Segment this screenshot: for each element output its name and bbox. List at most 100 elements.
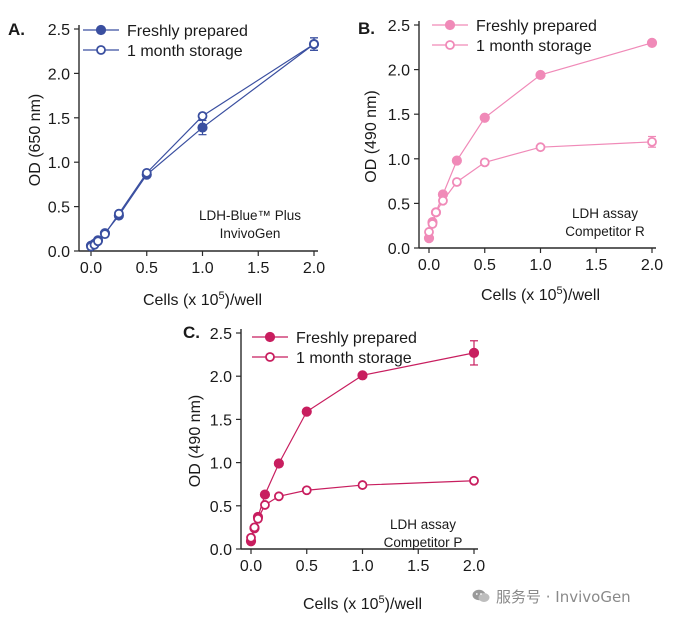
x-tick-label: 0.0 <box>240 558 262 575</box>
y-tick-label: 2.5 <box>388 18 410 35</box>
x-tick-label: 2.0 <box>303 260 325 277</box>
data-point-one-month-storage <box>451 177 462 187</box>
x-axis-label-tail: )/well <box>563 287 600 304</box>
legend-label: 1 month storage <box>296 350 412 367</box>
legend-marker <box>444 19 456 31</box>
data-point-freshly-prepared <box>535 69 546 81</box>
series-line-freshly-prepared <box>250 352 475 542</box>
data-point-freshly-prepared <box>479 112 490 123</box>
panel-label: C. <box>183 323 200 342</box>
legend-marker <box>445 40 455 50</box>
x-axis-label-tail: )/well <box>385 596 422 613</box>
x-tick-label: 0.0 <box>80 260 102 277</box>
data-point-one-month-storage <box>253 513 263 524</box>
data-point-freshly-prepared <box>301 406 312 417</box>
data-point-freshly-prepared <box>273 458 284 469</box>
data-point-one-month-storage <box>469 475 479 486</box>
y-tick-label: 1.0 <box>210 456 232 473</box>
data-point-one-month-storage <box>301 485 312 496</box>
legend-marker <box>96 45 106 55</box>
watermark-text: 服务号 · InvivoGen <box>496 588 631 606</box>
x-axis-label: Cells (x 105)/well <box>303 594 422 613</box>
data-point-one-month-storage <box>246 532 256 543</box>
y-tick-label: 0.5 <box>210 499 232 516</box>
data-point-one-month-storage <box>309 39 319 49</box>
data-point-one-month-storage <box>93 236 103 247</box>
chart-annotation: LDH-Blue™ Plus <box>199 208 301 223</box>
legend-item: Freshly prepared <box>252 330 417 347</box>
data-point-one-month-storage <box>260 500 270 510</box>
data-point-one-month-storage <box>141 167 152 178</box>
legend-label: Freshly prepared <box>296 330 417 347</box>
legend-item: 1 month storage <box>252 350 412 367</box>
chart-annotation: InvivoGen <box>220 226 281 241</box>
data-point-one-month-storage <box>438 195 448 206</box>
data-point-freshly-prepared <box>197 122 208 133</box>
panel-label: A. <box>8 20 25 39</box>
x-axis-label-main: Cells (x 10 <box>481 287 557 304</box>
y-tick-label: 1.5 <box>210 412 232 429</box>
chart-annotation: LDH assay <box>572 206 638 221</box>
x-tick-label: 0.0 <box>418 257 440 274</box>
x-axis-label-main: Cells (x 10 <box>143 292 219 309</box>
x-axis-label: Cells (x 105)/well <box>143 290 262 309</box>
y-tick-label: 2.0 <box>48 66 70 83</box>
y-tick-label: 2.5 <box>48 22 70 39</box>
chart-panel-c: C. 0.0 0.5 1.0 1.5 2.0 2.5 0.0 0.5 1.0 1.5 2.0 OD (4… <box>183 323 485 613</box>
legend-item: 1 month storage <box>83 43 243 60</box>
data-point-one-month-storage <box>647 136 657 147</box>
data-point-freshly-prepared <box>259 489 271 500</box>
data-point-freshly-prepared <box>468 347 480 358</box>
data-point-one-month-storage <box>249 522 260 533</box>
x-tick-label: 1.0 <box>529 257 551 274</box>
x-tick-label: 1.5 <box>585 257 607 274</box>
data-point-freshly-prepared <box>646 37 658 48</box>
y-tick-label: 2.0 <box>210 369 232 386</box>
data-point-one-month-storage <box>427 219 438 229</box>
y-tick-label: 2.0 <box>388 63 410 80</box>
y-tick-label: 1.0 <box>388 152 410 169</box>
data-point-one-month-storage <box>535 142 546 153</box>
y-tick-label: 1.5 <box>388 107 410 124</box>
legend-marker <box>95 24 107 36</box>
x-tick-label: 2.0 <box>641 257 663 274</box>
data-point-freshly-prepared <box>357 370 368 381</box>
y-tick-label: 2.5 <box>210 326 232 343</box>
data-point-one-month-storage <box>100 229 110 240</box>
data-point-one-month-storage <box>273 491 284 502</box>
chart-annotation: LDH assay <box>390 517 456 532</box>
legend-label: 1 month storage <box>127 43 243 60</box>
x-tick-label: 0.5 <box>474 257 496 274</box>
watermark: 服务号 · InvivoGen <box>472 586 631 607</box>
x-tick-label: 1.0 <box>351 558 373 575</box>
chart-panel-b: B. 0.0 0.5 1.0 1.5 2.0 2.5 0.0 0.5 1.0 1.5 2.0 OD (4… <box>358 18 663 304</box>
data-point-one-month-storage <box>424 227 434 237</box>
legend-item: Freshly prepared <box>432 18 597 35</box>
data-point-one-month-storage <box>357 480 368 490</box>
x-tick-label: 2.0 <box>463 558 485 575</box>
x-tick-label: 0.5 <box>296 558 318 575</box>
x-tick-label: 0.5 <box>136 260 158 277</box>
legend-label: Freshly prepared <box>127 23 248 40</box>
x-axis-label: Cells (x 105)/well <box>481 285 600 304</box>
legend-item: Freshly prepared <box>83 23 248 40</box>
chart-annotation: Competitor P <box>384 535 463 550</box>
legend-marker <box>264 331 276 343</box>
y-tick-label: 0.0 <box>48 244 70 261</box>
x-tick-label: 1.0 <box>191 260 213 277</box>
data-point-one-month-storage <box>479 157 490 168</box>
legend-marker <box>265 352 275 362</box>
legend-label: 1 month storage <box>476 38 592 55</box>
x-axis-label-exponent: 5 <box>219 290 225 302</box>
wechat-icon <box>472 589 490 602</box>
x-axis-label-exponent: 5 <box>557 285 563 297</box>
x-axis-label-main: Cells (x 10 <box>303 596 379 613</box>
data-point-one-month-storage <box>113 208 124 219</box>
x-axis-label-tail: )/well <box>225 292 262 309</box>
legend-item: 1 month storage <box>432 38 592 55</box>
legend-label: Freshly prepared <box>476 18 597 35</box>
x-tick-label: 1.5 <box>247 260 269 277</box>
x-axis-label-exponent: 5 <box>379 594 385 606</box>
data-point-one-month-storage <box>197 111 208 121</box>
